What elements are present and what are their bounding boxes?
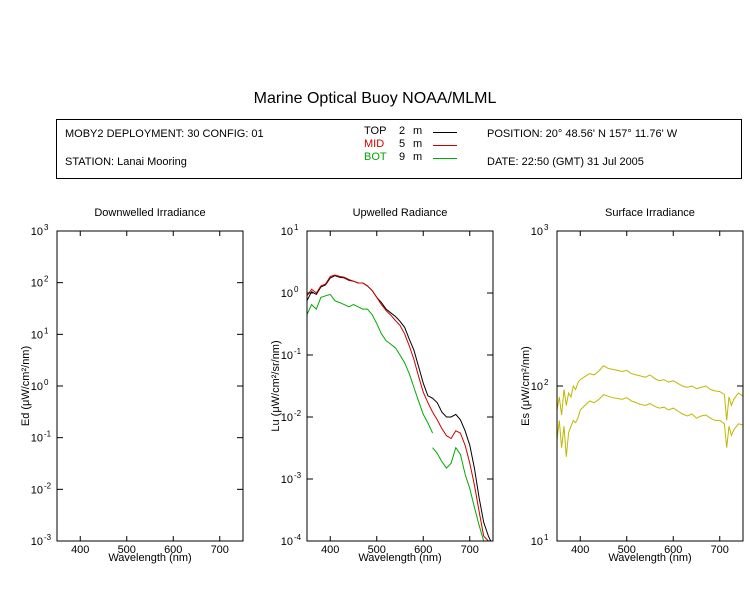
legend-mid-name: MID [364, 138, 385, 150]
series-line-3 [432, 446, 489, 541]
y-tick-exponent: -2 [44, 481, 52, 490]
x-tick-label: 500 [118, 544, 136, 556]
legend-top-name: TOP [364, 125, 387, 137]
y-tick-label: 10 [281, 474, 293, 486]
y-tick-exponent: -4 [294, 533, 302, 542]
legend-bot-name: BOT [364, 151, 387, 163]
y-tick-exponent: 1 [544, 533, 549, 542]
x-tick-label: 400 [71, 544, 89, 556]
chart-title: Downwelled Irradiance [94, 207, 205, 219]
y-tick-label: 10 [31, 484, 43, 496]
y-axis-label: Lu (μW/cm²/sr/nm) [270, 340, 282, 431]
x-tick-label: 600 [414, 544, 432, 556]
y-tick-exponent: -2 [294, 409, 302, 418]
x-tick-label: 400 [571, 544, 589, 556]
y-tick-exponent: -1 [294, 347, 302, 356]
plot-frame [56, 230, 244, 542]
y-tick-label: 10 [281, 536, 293, 548]
y-tick-exponent: 1 [294, 223, 299, 232]
y-tick-exponent: -3 [294, 471, 302, 480]
legend-top-line [433, 132, 457, 133]
y-tick-label: 10 [31, 433, 43, 445]
series-line-0 [307, 275, 492, 541]
legend-mid-line [433, 145, 457, 146]
y-tick-label: 10 [281, 350, 293, 362]
deployment-text: MOBY2 DEPLOYMENT: 30 CONFIG: 01 [65, 128, 264, 140]
station-text: STATION: Lanai Mooring [65, 156, 187, 168]
x-tick-label: 700 [461, 544, 479, 556]
y-tick-label: 10 [31, 536, 43, 548]
series-line-2 [307, 293, 434, 434]
chart-title: Upwelled Radiance [353, 207, 448, 219]
chart-title: Surface Irradiance [605, 207, 695, 219]
x-tick-label: 700 [711, 544, 729, 556]
x-tick-label: 500 [368, 544, 386, 556]
y-tick-label: 10 [281, 288, 293, 300]
chart-1: Upwelled Radiance 400 500 600 700 Wavelength … [270, 207, 494, 564]
legend-bot-unit: m [413, 151, 423, 163]
legend-bot-line [433, 158, 457, 159]
position-text: POSITION: 20° 48.56' N 157° 11.76' W [487, 128, 678, 140]
legend-top-depth: 2 [399, 125, 406, 137]
legend-mid-unit: m [413, 138, 423, 150]
chart-2: Surface Irradiance 400 500 600 700 Wavelength… [520, 207, 744, 564]
y-tick-exponent: 0 [294, 285, 299, 294]
page-title: Marine Optical Buoy NOAA/MLML [253, 90, 497, 107]
x-tick-label: 700 [211, 544, 229, 556]
x-axis-label: Wavelength (nm) [608, 552, 691, 564]
y-tick-label: 10 [531, 226, 543, 238]
y-axis-label: Es (μW/cm²/nm) [520, 346, 532, 426]
y-tick-exponent: -1 [44, 430, 52, 439]
y-tick-label: 10 [281, 412, 293, 424]
y-tick-exponent: 2 [44, 275, 49, 284]
x-axis-label: Wavelength (nm) [358, 552, 441, 564]
x-tick-label: 600 [664, 544, 682, 556]
y-tick-exponent: 1 [44, 326, 49, 335]
x-axis-label: Wavelength (nm) [108, 552, 191, 564]
legend-mid-depth: 5 [399, 138, 406, 150]
series-line-1 [307, 274, 489, 541]
deployment-info-box: MOBY2 DEPLOYMENT: 30 CONFIG: 01 STATION:… [56, 119, 742, 179]
series-line-0 [557, 365, 743, 421]
y-tick-label: 10 [531, 381, 543, 393]
plot-frame [556, 230, 744, 542]
y-tick-label: 10 [31, 226, 43, 238]
y-tick-exponent: 2 [544, 378, 549, 387]
legend-top-unit: m [413, 125, 423, 137]
y-tick-exponent: 3 [44, 223, 49, 232]
y-tick-label: 10 [531, 536, 543, 548]
y-tick-label: 10 [281, 226, 293, 238]
x-tick-label: 400 [321, 544, 339, 556]
date-text: DATE: 22:50 (GMT) 31 Jul 2005 [487, 156, 644, 168]
y-tick-exponent: -3 [44, 533, 52, 542]
chart-0: Downwelled Irradiance 400 500 600 700 Wavelen… [20, 207, 244, 564]
y-tick-exponent: 0 [44, 378, 49, 387]
plot-frame [306, 230, 494, 542]
series-line-1 [557, 394, 743, 457]
y-axis-label: Ed (μW/cm²/nm) [20, 346, 32, 426]
legend-bot-depth: 9 [399, 151, 406, 163]
x-tick-label: 600 [164, 544, 182, 556]
y-tick-label: 10 [31, 381, 43, 393]
y-tick-label: 10 [31, 278, 43, 290]
x-tick-label: 500 [618, 544, 636, 556]
y-tick-exponent: 3 [544, 223, 549, 232]
y-tick-label: 10 [31, 329, 43, 341]
